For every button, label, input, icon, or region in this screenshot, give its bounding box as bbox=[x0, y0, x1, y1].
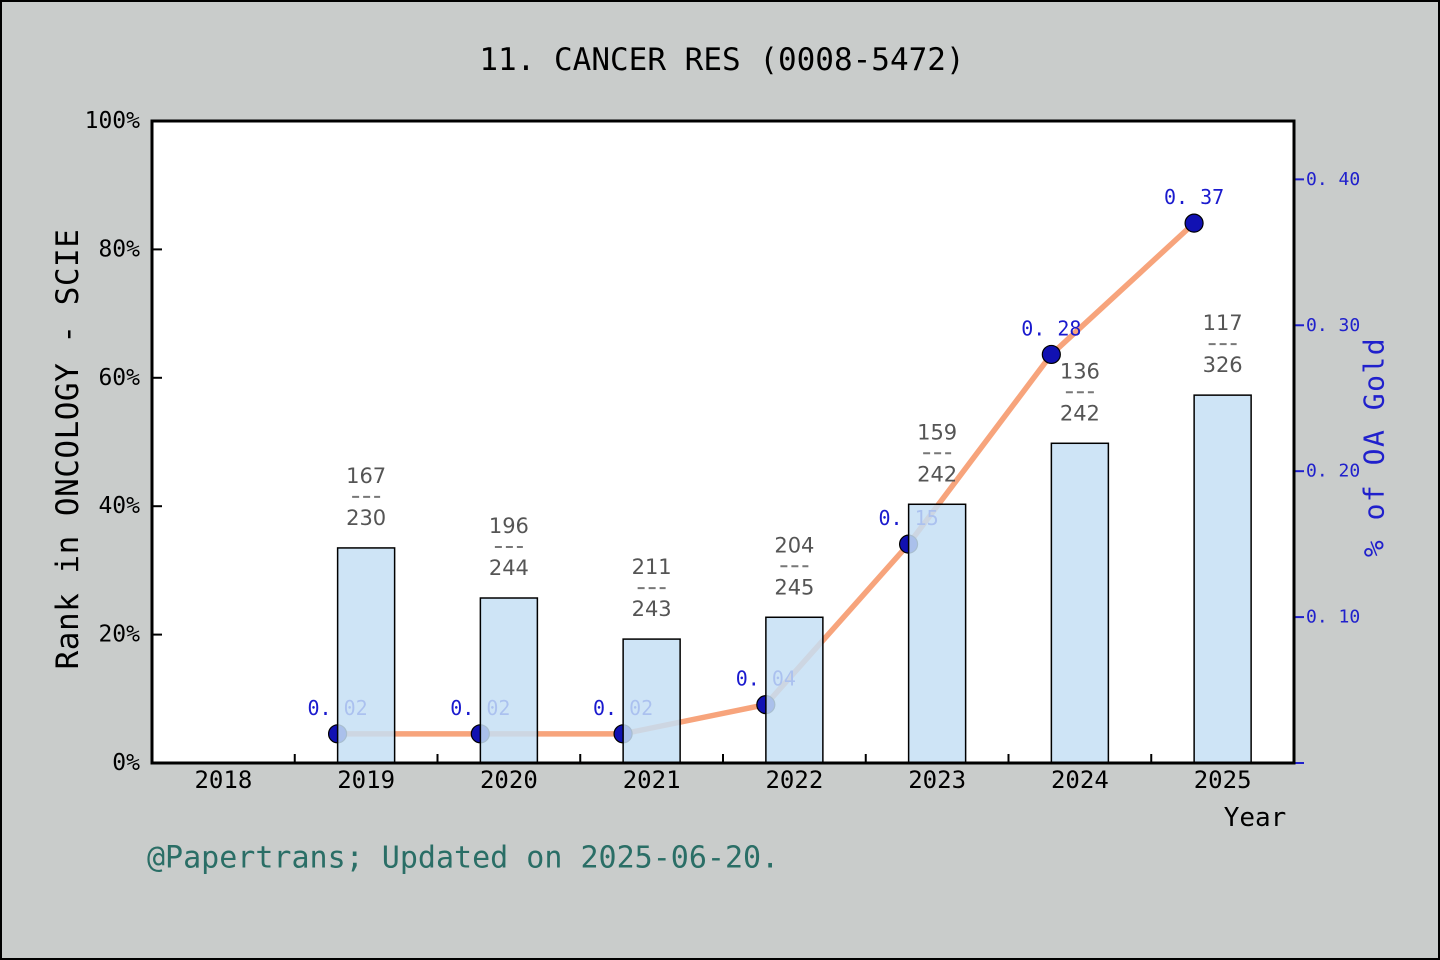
x-tick-label: 2022 bbox=[765, 766, 823, 794]
x-tick-label: 2023 bbox=[908, 766, 966, 794]
left-tick-label: 100% bbox=[85, 108, 141, 134]
x-tick-label: 2021 bbox=[623, 766, 681, 794]
rank-numerator-label: 117 bbox=[1203, 311, 1243, 335]
rank-numerator-label: 211 bbox=[632, 555, 672, 579]
rank-denominator-label: 243 bbox=[632, 597, 672, 621]
rank-numerator-label: 159 bbox=[917, 420, 957, 444]
oa-value-label: 0. 37 bbox=[1164, 185, 1224, 209]
rank-bar bbox=[907, 503, 967, 764]
left-tick-label: 60% bbox=[98, 365, 140, 391]
rank-numerator-label: 136 bbox=[1060, 359, 1100, 383]
left-tick-label: 0% bbox=[112, 750, 140, 776]
plot-background bbox=[152, 121, 1294, 763]
rank-numerator-label: 167 bbox=[346, 464, 386, 488]
x-tick-label: 2025 bbox=[1194, 766, 1252, 794]
left-tick-label: 20% bbox=[98, 622, 140, 648]
left-tick-label: 80% bbox=[98, 236, 140, 262]
oa-data-point bbox=[1184, 213, 1204, 233]
x-tick-label: 2020 bbox=[480, 766, 538, 794]
x-axis-title: Year bbox=[1223, 803, 1287, 833]
right-tick-label: 0. 10 bbox=[1306, 607, 1360, 628]
left-tick-label: 40% bbox=[98, 493, 140, 519]
rank-denominator-label: 326 bbox=[1203, 353, 1243, 377]
oa-value-label: 0. 28 bbox=[1021, 316, 1081, 340]
rank-denominator-label: 245 bbox=[774, 575, 814, 599]
x-tick-label: 2024 bbox=[1051, 766, 1109, 794]
rank-denominator-label: 244 bbox=[489, 556, 529, 580]
rank-bar bbox=[765, 616, 824, 764]
right-tick-label: 0. 40 bbox=[1306, 169, 1360, 190]
plot-frame bbox=[150, 119, 1296, 765]
right-axis-title: % of OA Gold bbox=[1357, 336, 1391, 558]
x-tick-label: 2018 bbox=[194, 766, 252, 794]
footer-credit: @Papertrans; Updated on 2025-06-20. bbox=[147, 840, 780, 876]
rank-bar bbox=[479, 597, 539, 764]
rank-numerator-label: 196 bbox=[489, 514, 529, 538]
rank-denominator-label: 230 bbox=[346, 506, 386, 530]
rank-bar bbox=[1193, 394, 1252, 764]
chart-title: 11. CANCER RES (0008-5472) bbox=[479, 42, 965, 78]
rank-bar bbox=[1050, 442, 1110, 764]
rank-denominator-label: 242 bbox=[917, 462, 957, 486]
rank-denominator-label: 242 bbox=[1060, 401, 1100, 425]
oa-data-point bbox=[1041, 344, 1061, 365]
rank-numerator-label: 204 bbox=[774, 533, 814, 557]
left-axis-title: Rank in ONCOLOGY - SCIE bbox=[50, 228, 86, 670]
x-tick-label: 2019 bbox=[337, 766, 395, 794]
rank-bar bbox=[622, 638, 681, 764]
right-tick-label: 0. 30 bbox=[1306, 315, 1360, 336]
rank-bar bbox=[336, 547, 396, 764]
right-tick-label: 0. 20 bbox=[1306, 461, 1360, 482]
